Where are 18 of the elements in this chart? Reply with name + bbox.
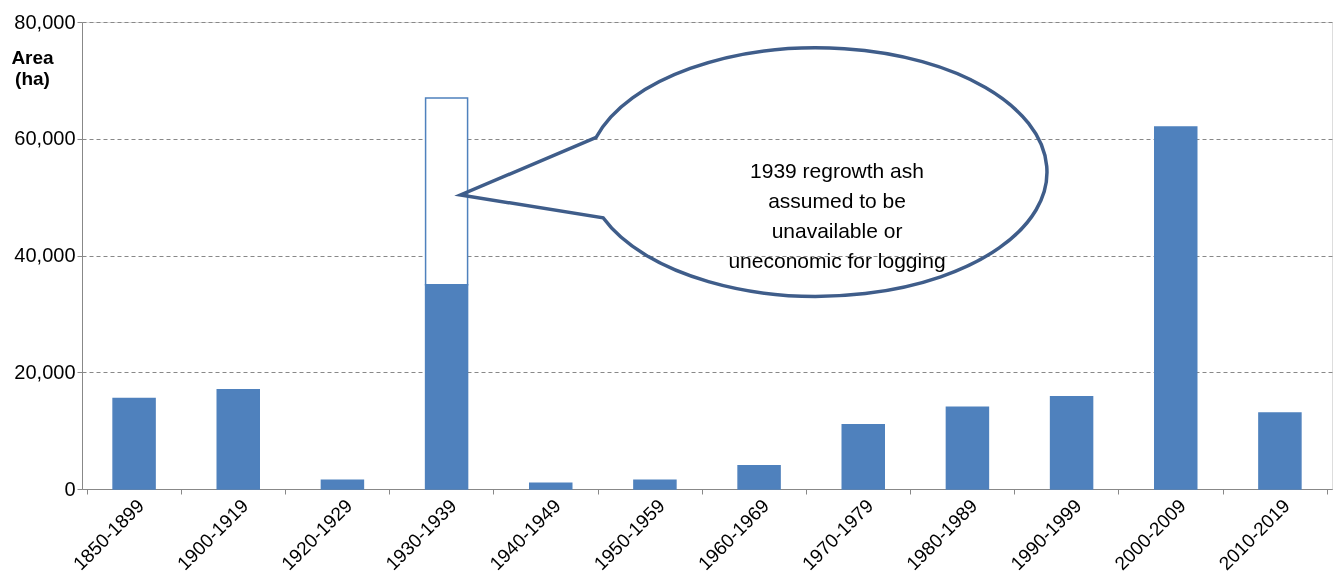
bar [320,479,365,490]
y-axis-title: Area (ha) [11,46,55,89]
bar [112,397,156,490]
y-tick-label: 60,000 [14,127,76,150]
bar [529,482,573,490]
bar [1258,412,1302,490]
bar [737,464,781,490]
y-tick-label: 0 [64,477,76,500]
bar [1049,396,1094,490]
bar [1154,126,1198,490]
y-tick-label: 20,000 [14,360,76,383]
bar [841,424,885,490]
bar [633,479,677,490]
bar [216,389,260,490]
annotation: 1939 regrowth ash assumed to be unavailable or uneconomic for logging [728,159,946,272]
bar [945,406,990,490]
y-tick-label: 80,000 [14,10,76,33]
y-tick-label: 40,000 [14,244,76,266]
